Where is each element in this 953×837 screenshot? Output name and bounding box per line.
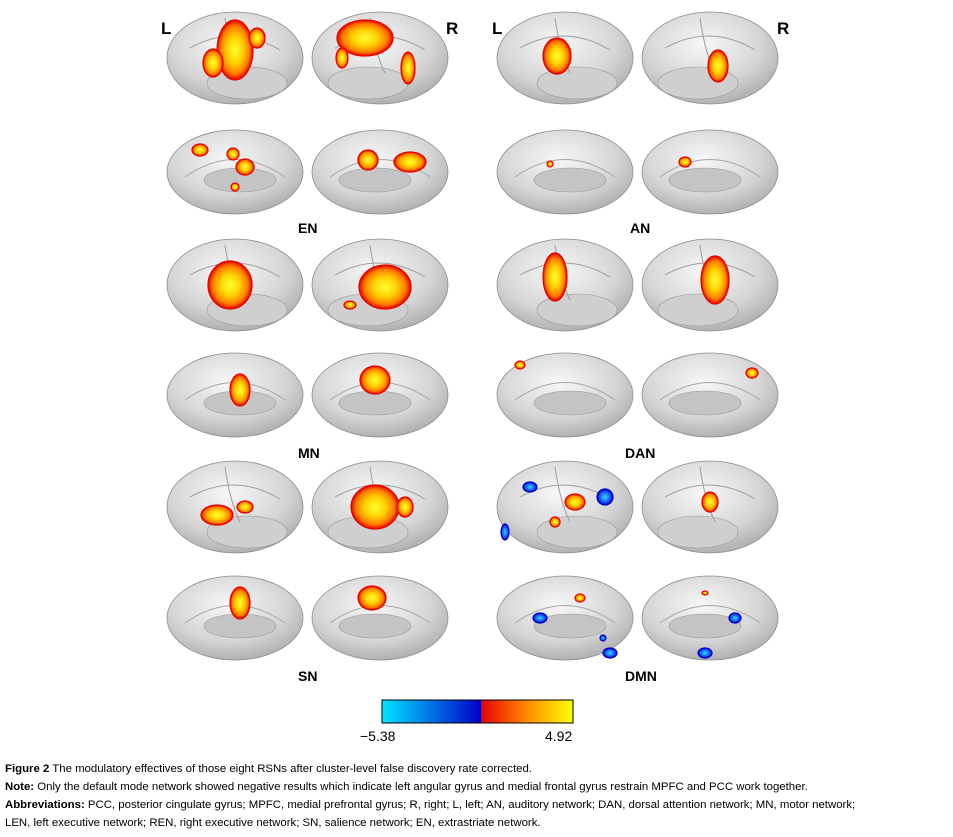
caption-note-text: Only the default mode network showed neg… (34, 781, 808, 793)
caption-note-line: Note: Only the default mode network show… (5, 778, 950, 796)
brain-render (496, 352, 634, 438)
colorbar-min-label: −5.38 (360, 728, 396, 744)
brain-render (496, 460, 634, 554)
negative-activation-cluster (500, 523, 510, 541)
positive-activation-cluster (336, 19, 394, 57)
positive-activation-cluster (678, 156, 692, 168)
positive-activation-cluster (357, 585, 387, 611)
brain-render (166, 460, 304, 554)
caption-abbr-text-1: PCC, posterior cingulate gyrus; MPFC, me… (84, 799, 856, 811)
positive-activation-cluster (226, 147, 240, 161)
brain-render (641, 129, 779, 215)
positive-activation-cluster (191, 143, 209, 157)
positive-activation-cluster (542, 252, 568, 302)
brain-render (311, 129, 449, 215)
brain-render (166, 238, 304, 332)
positive-activation-cluster (393, 151, 427, 173)
positive-activation-cluster (229, 373, 251, 407)
positive-activation-cluster (358, 264, 412, 310)
brain-render (166, 575, 304, 661)
negative-activation-cluster (522, 481, 538, 493)
caption-figure-label: Figure 2 (5, 763, 50, 775)
brain-render (311, 575, 449, 661)
positive-activation-cluster (216, 19, 254, 81)
brain-render (166, 352, 304, 438)
colorbar-negative (382, 700, 481, 723)
caption-abbr-line: Abbreviations: PCC, posterior cingulate … (5, 796, 950, 814)
network-label-dmn: DMN (625, 668, 657, 684)
brain-render (641, 460, 779, 554)
caption-note-label: Note: (5, 781, 35, 793)
brain-render (166, 129, 304, 215)
positive-activation-cluster (707, 49, 729, 83)
positive-activation-cluster (574, 593, 586, 603)
colorbar-border (381, 699, 574, 724)
hemisphere-label-left: L (161, 19, 172, 38)
negative-activation-cluster (596, 488, 614, 506)
brain-render (496, 11, 634, 105)
brain-render (641, 352, 779, 438)
brain-render (311, 460, 449, 554)
network-label-en: EN (298, 220, 318, 236)
positive-activation-cluster (514, 360, 526, 370)
negative-activation-cluster (602, 647, 618, 659)
caption-figure-text: The modulatory effectives of those eight… (49, 763, 532, 775)
network-label-dan: DAN (625, 445, 656, 461)
positive-activation-cluster (549, 516, 561, 528)
positive-activation-cluster (236, 500, 254, 514)
brain-render (641, 11, 779, 105)
caption-abbr-line-2: LEN, left executive network; REN, right … (5, 814, 950, 832)
negative-activation-cluster (532, 612, 548, 624)
positive-activation-cluster (396, 496, 414, 518)
positive-activation-cluster (701, 491, 719, 513)
positive-activation-cluster (400, 51, 416, 85)
caption-abbr-label: Abbreviations: (5, 799, 85, 811)
network-label-an: AN (630, 220, 651, 236)
negative-activation-cluster (697, 647, 713, 659)
figure-caption: Figure 2 The modulatory effectives of th… (5, 760, 950, 832)
positive-activation-cluster (230, 182, 240, 192)
hemisphere-label-right-2: R (777, 19, 790, 38)
positive-activation-cluster (202, 48, 224, 78)
positive-activation-cluster (229, 586, 251, 620)
caption-figure-line: Figure 2 The modulatory effectives of th… (5, 760, 950, 778)
hemisphere-label-right: R (446, 19, 459, 38)
positive-activation-cluster (335, 47, 349, 69)
positive-activation-cluster (343, 300, 357, 310)
network-label-mn: MN (298, 445, 320, 461)
network-label-sn: SN (298, 668, 318, 684)
positive-activation-cluster (359, 365, 391, 395)
positive-activation-cluster (357, 149, 379, 171)
positive-activation-cluster (200, 504, 234, 526)
negative-activation-cluster (599, 634, 607, 642)
brain-render (496, 575, 634, 661)
positive-activation-cluster (235, 158, 255, 176)
brain-render (641, 575, 779, 661)
brain-render (311, 11, 449, 105)
positive-activation-cluster (542, 37, 572, 75)
positive-activation-cluster (700, 255, 730, 305)
caption-abbr-text-2: LEN, left executive network; REN, right … (5, 817, 541, 829)
positive-activation-cluster (701, 590, 709, 596)
positive-activation-cluster (564, 493, 586, 511)
brain-render (641, 238, 779, 332)
brain-render (166, 11, 304, 105)
positive-activation-cluster (350, 484, 400, 530)
positive-activation-cluster (207, 260, 253, 310)
positive-activation-cluster (745, 367, 759, 379)
brain-render (311, 238, 449, 332)
colorbar-positive (481, 700, 573, 723)
brain-render (311, 352, 449, 438)
positive-activation-cluster (546, 160, 554, 168)
brain-render (496, 238, 634, 332)
negative-activation-cluster (728, 612, 742, 624)
hemisphere-label-left-2: L (492, 19, 503, 38)
colorbar (381, 699, 574, 724)
colorbar-max-label: 4.92 (545, 728, 573, 744)
brain-render (496, 129, 634, 215)
positive-activation-cluster (248, 27, 266, 49)
